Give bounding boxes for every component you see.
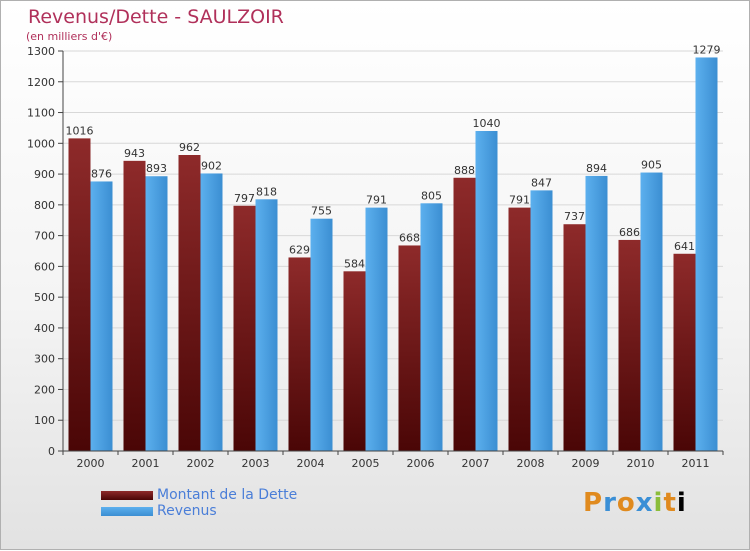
- x-tick-label: 2001: [132, 457, 160, 470]
- data-label-revenus: 893: [146, 162, 167, 175]
- bar-dette: [68, 138, 91, 451]
- bar-revenus: [200, 173, 223, 451]
- data-label-dette: 668: [399, 231, 420, 244]
- bar-revenus: [90, 181, 113, 451]
- bar-dette: [508, 207, 531, 451]
- data-label-dette: 584: [344, 257, 365, 270]
- data-label-dette: 797: [234, 192, 255, 205]
- bar-dette: [178, 155, 201, 451]
- bar-dette: [563, 224, 586, 451]
- bar-revenus: [255, 199, 278, 451]
- bar-revenus: [310, 218, 333, 451]
- legend-item-dette: Montant de la Dette: [101, 487, 297, 503]
- data-label-revenus: 805: [421, 189, 442, 202]
- x-tick-label: 2004: [297, 457, 325, 470]
- x-tick-label: 2008: [517, 457, 545, 470]
- data-label-revenus: 818: [256, 185, 277, 198]
- legend-item-revenus: Revenus: [101, 503, 297, 519]
- data-label-dette: 962: [179, 141, 200, 154]
- y-tick-label: 100: [34, 414, 55, 427]
- data-label-dette: 1016: [66, 124, 94, 137]
- bar-dette: [123, 160, 146, 451]
- data-label-revenus: 902: [201, 159, 222, 172]
- data-label-revenus: 1279: [693, 43, 721, 56]
- data-label-revenus: 905: [641, 159, 662, 172]
- bar-revenus: [695, 57, 718, 451]
- y-tick-label: 1000: [27, 137, 55, 150]
- bar-revenus: [145, 176, 168, 451]
- bar-dette: [233, 205, 256, 451]
- x-tick-label: 2009: [572, 457, 600, 470]
- legend-label-revenus: Revenus: [157, 503, 217, 519]
- data-label-revenus: 755: [311, 205, 332, 218]
- bar-dette: [673, 253, 696, 451]
- proxiti-logo: Proxiti: [583, 488, 687, 518]
- data-label-dette: 737: [564, 210, 585, 223]
- bar-revenus: [530, 190, 553, 451]
- y-tick-label: 900: [34, 168, 55, 181]
- y-tick-label: 800: [34, 199, 55, 212]
- x-tick-label: 2005: [352, 457, 380, 470]
- y-tick-label: 700: [34, 230, 55, 243]
- data-label-dette: 888: [454, 164, 475, 177]
- x-tick-label: 2010: [627, 457, 655, 470]
- x-tick-label: 2003: [242, 457, 270, 470]
- y-tick-label: 300: [34, 353, 55, 366]
- y-tick-label: 1300: [27, 45, 55, 58]
- bar-dette: [343, 271, 366, 451]
- bar-revenus: [365, 207, 388, 451]
- legend-label-dette: Montant de la Dette: [157, 487, 298, 503]
- data-label-revenus: 894: [586, 162, 607, 175]
- y-tick-label: 500: [34, 291, 55, 304]
- data-label-dette: 686: [619, 226, 640, 239]
- legend: Montant de la Dette Revenus: [101, 487, 297, 519]
- bar-revenus: [475, 131, 498, 451]
- x-tick-label: 2007: [462, 457, 490, 470]
- chart-subtitle: (en milliers d'€): [26, 30, 113, 43]
- data-label-dette: 629: [289, 243, 310, 256]
- bar-dette: [453, 177, 476, 451]
- y-tick-label: 400: [34, 322, 55, 335]
- y-tick-label: 600: [34, 260, 55, 273]
- y-tick-label: 0: [48, 445, 55, 458]
- bar-dette: [288, 257, 311, 451]
- x-tick-label: 2011: [682, 457, 710, 470]
- chart-title: Revenus/Dette - SAULZOIR: [28, 6, 284, 28]
- data-label-dette: 641: [674, 240, 695, 253]
- bar-dette: [398, 245, 421, 451]
- legend-swatch-dette: [101, 490, 153, 500]
- data-label-dette: 791: [509, 194, 530, 207]
- bar-revenus: [585, 175, 608, 451]
- y-tick-label: 1100: [27, 107, 55, 120]
- data-label-revenus: 791: [366, 194, 387, 207]
- data-label-revenus: 876: [91, 167, 112, 180]
- y-tick-label: 200: [34, 383, 55, 396]
- x-tick-label: 2006: [407, 457, 435, 470]
- x-tick-label: 2002: [187, 457, 215, 470]
- data-label-dette: 943: [124, 147, 145, 160]
- x-tick-label: 2000: [77, 457, 105, 470]
- data-label-revenus: 847: [531, 176, 552, 189]
- bar-dette: [618, 239, 641, 451]
- y-tick-label: 1200: [27, 76, 55, 89]
- bar-revenus: [420, 203, 443, 451]
- data-label-revenus: 1040: [473, 117, 501, 130]
- legend-swatch-revenus: [101, 506, 153, 516]
- bar-revenus: [640, 172, 663, 452]
